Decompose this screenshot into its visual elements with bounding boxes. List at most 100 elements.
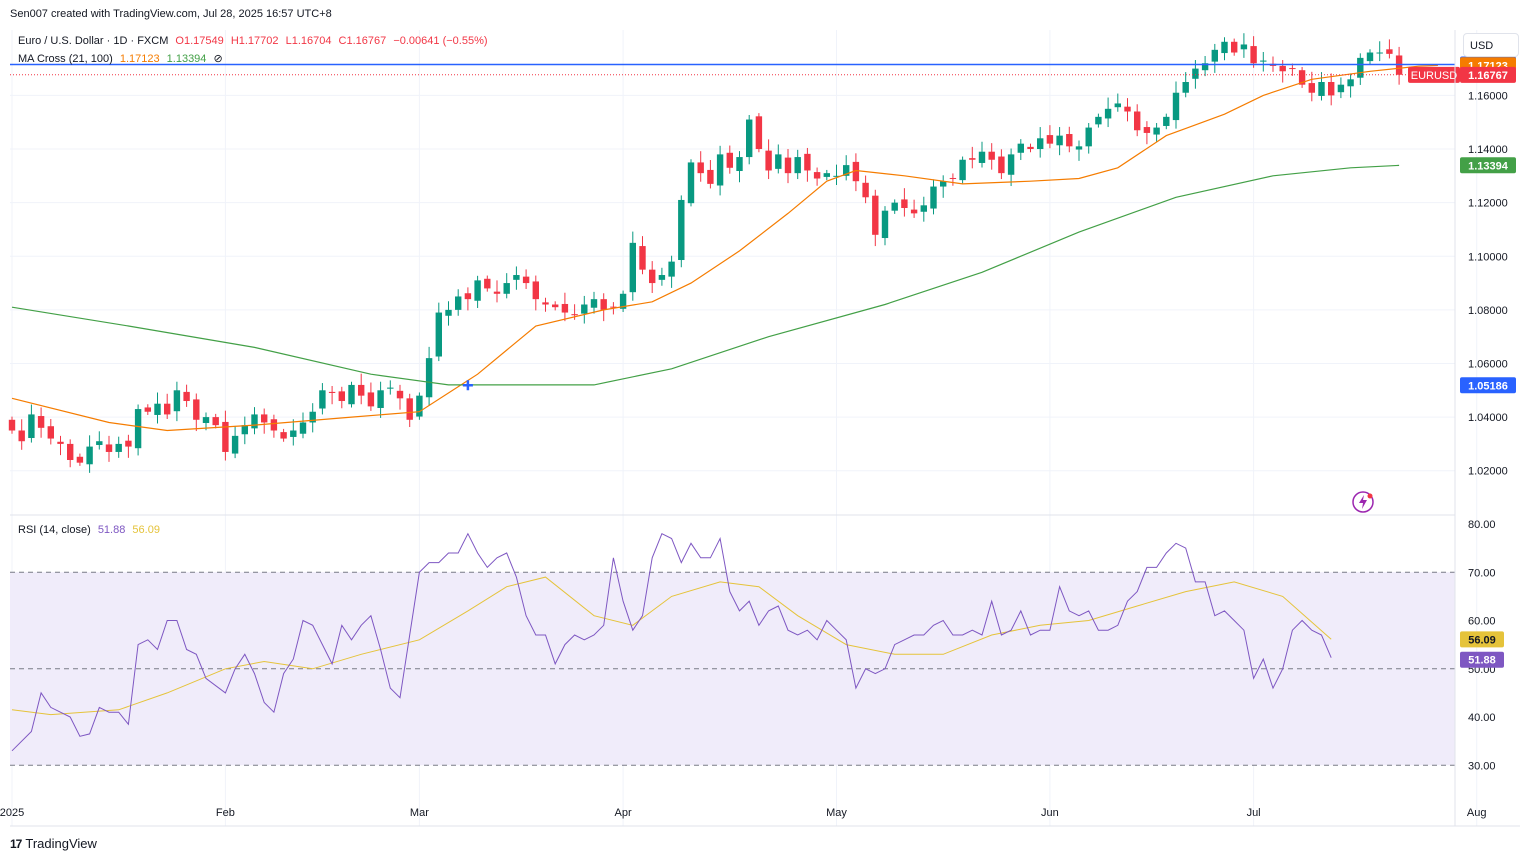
candle-body bbox=[804, 153, 811, 171]
candle-body bbox=[1095, 116, 1102, 125]
candle-body bbox=[231, 435, 239, 454]
candle-body bbox=[1376, 52, 1383, 54]
candle-body bbox=[775, 154, 782, 169]
ma-label: MA Cross (21, 100) bbox=[18, 53, 113, 65]
close-value: C1.16767 bbox=[338, 35, 387, 47]
price-axis[interactable]: 1.16000 1.14000 1.12000 1.10000 1.08000 1.060… bbox=[1408, 56, 1516, 773]
candle-body bbox=[261, 414, 268, 423]
candle-body bbox=[765, 150, 772, 171]
cross-marker bbox=[462, 380, 473, 391]
candle-body bbox=[910, 209, 918, 214]
candle-body bbox=[202, 417, 210, 423]
candle-body bbox=[1308, 83, 1315, 93]
author-credit: Sen007 created with TradingView.com, Jul… bbox=[10, 8, 332, 20]
candle-body bbox=[8, 419, 16, 431]
open-value: O1.17549 bbox=[175, 35, 224, 47]
eye-off-icon[interactable]: ⊘ bbox=[213, 53, 223, 65]
rsi-line bbox=[11, 532, 1332, 752]
price-badge bbox=[1460, 66, 1516, 83]
candle-body bbox=[940, 181, 947, 187]
candle-body bbox=[978, 151, 986, 163]
candle-body bbox=[794, 157, 801, 174]
time-tick-label: Jul bbox=[1247, 807, 1261, 819]
tradingview-icon: 17 bbox=[10, 836, 22, 851]
candle-body bbox=[416, 395, 423, 417]
candle-body bbox=[930, 186, 937, 209]
price-badge-label: 1.16767 bbox=[1468, 70, 1508, 82]
symbol-badge-label: EURUSD bbox=[1411, 70, 1458, 82]
lightning-icon[interactable] bbox=[1352, 491, 1374, 513]
symbol-legend[interactable]: Euro / U.S. Dollar · 1D · FXCM O1.17549 … bbox=[18, 35, 492, 47]
candle-body bbox=[988, 151, 995, 160]
candle-body bbox=[1240, 44, 1248, 50]
candle-body bbox=[561, 303, 569, 313]
candle-body bbox=[154, 403, 161, 415]
candle-body bbox=[581, 304, 588, 314]
candle-body bbox=[600, 299, 607, 310]
time-tick-label: Apr bbox=[615, 807, 632, 819]
candle-body bbox=[1201, 63, 1209, 71]
candle-body bbox=[1231, 41, 1238, 53]
candle-body bbox=[1163, 116, 1170, 126]
tradingview-logo[interactable]: 17 TradingView bbox=[10, 836, 97, 851]
candle-body bbox=[571, 314, 578, 316]
candle-body bbox=[1337, 84, 1345, 93]
rsi-ma-value: 56.09 bbox=[132, 524, 160, 536]
candle-body bbox=[125, 440, 132, 447]
candle-body bbox=[881, 210, 889, 239]
ma-fast-value: 1.17123 bbox=[119, 53, 160, 65]
candle-body bbox=[445, 309, 452, 316]
candle-body bbox=[843, 165, 850, 176]
candle-body bbox=[755, 116, 763, 150]
candle-body bbox=[367, 392, 375, 407]
ma-legend[interactable]: MA Cross (21, 100) 1.17123 1.13394 ⊘ bbox=[18, 52, 227, 65]
time-tick-label: Jun bbox=[1041, 807, 1059, 819]
candle-body bbox=[115, 443, 122, 452]
candle-body bbox=[309, 411, 316, 423]
candle-body bbox=[998, 156, 1005, 174]
candle-body bbox=[833, 175, 840, 177]
candle-body bbox=[1221, 41, 1228, 54]
candle-body bbox=[610, 306, 617, 308]
candle-body bbox=[901, 199, 908, 209]
price-badge bbox=[1460, 377, 1516, 394]
price-tick-label: 1.12000 bbox=[1468, 198, 1508, 210]
candle-body bbox=[328, 391, 336, 393]
rsi-badge bbox=[1460, 631, 1504, 648]
price-tick-label: 1.14000 bbox=[1468, 144, 1508, 156]
rsi-label: RSI (14, close) bbox=[18, 524, 91, 536]
candle-body bbox=[552, 304, 559, 308]
time-tick-label: May bbox=[826, 807, 847, 819]
time-tick-label: Feb bbox=[216, 807, 235, 819]
price-tick-label: 1.06000 bbox=[1468, 358, 1508, 370]
rsi-tick-label: 60.00 bbox=[1468, 616, 1496, 628]
candle-body bbox=[1104, 108, 1112, 119]
candle-body bbox=[658, 275, 666, 280]
rsi-ma-line bbox=[11, 576, 1332, 716]
candle-body bbox=[1192, 68, 1199, 79]
candle-body bbox=[503, 283, 510, 294]
price-tick-label: 1.08000 bbox=[1468, 305, 1508, 317]
price-tick-label: 1.16000 bbox=[1468, 90, 1508, 102]
candle-body bbox=[37, 416, 45, 428]
currency-button[interactable]: USD bbox=[1463, 33, 1519, 57]
candle-body bbox=[222, 421, 229, 452]
candle-body bbox=[1260, 60, 1267, 62]
candle-body bbox=[726, 152, 733, 168]
candle-body bbox=[464, 293, 472, 300]
ma-slow-value: 1.13394 bbox=[166, 53, 207, 65]
time-tick-label: Aug bbox=[1467, 807, 1487, 819]
candle-body bbox=[18, 430, 25, 442]
rsi-tick-label: 30.00 bbox=[1468, 760, 1496, 772]
rsi-legend[interactable]: RSI (14, close) 51.88 56.09 bbox=[18, 524, 164, 536]
candle-body bbox=[1046, 135, 1054, 144]
candle-body bbox=[299, 422, 307, 434]
candle-body bbox=[513, 275, 520, 280]
rsi-value: 51.88 bbox=[97, 524, 126, 536]
candle-body bbox=[280, 432, 287, 439]
candle-body bbox=[1298, 70, 1306, 85]
candle-body bbox=[1007, 154, 1015, 175]
candle-body bbox=[76, 456, 84, 463]
time-axis[interactable]: 2025 Feb Mar Apr May Jun Jul Aug bbox=[0, 807, 1486, 819]
